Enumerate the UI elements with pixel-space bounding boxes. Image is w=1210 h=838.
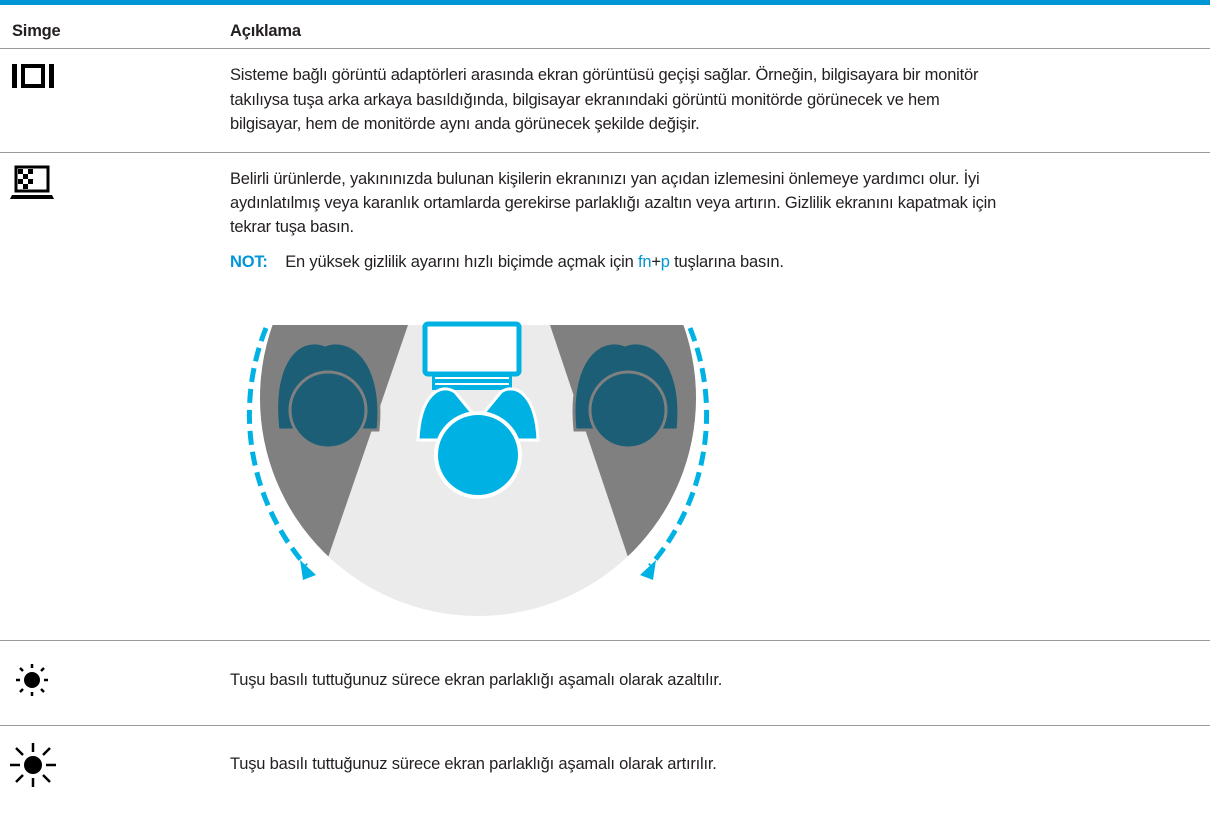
row-divider bbox=[0, 725, 1210, 726]
description-line: takılıysa tuşa arka arkaya basıldığında,… bbox=[230, 91, 940, 109]
note: NOT: En yüksek gizlilik ayarını hızlı bi… bbox=[230, 252, 784, 272]
row-divider bbox=[0, 152, 1210, 153]
description-line: Tuşu basılı tuttuğunuz sürece ekran parl… bbox=[230, 671, 723, 689]
brightness-down-icon bbox=[16, 664, 48, 696]
description-line: Sisteme bağlı görüntü adaptörleri arasın… bbox=[230, 66, 979, 84]
description-line: tekrar tuşa basın. bbox=[230, 218, 354, 236]
note-text: En yüksek gizlilik ayarını hızlı biçimde… bbox=[285, 253, 638, 271]
header-cell: Simge bbox=[12, 22, 61, 40]
note-text: + bbox=[651, 253, 661, 271]
key: fn bbox=[637, 253, 652, 271]
privacy-screen-icon bbox=[10, 165, 54, 199]
top-border bbox=[0, 0, 1210, 5]
note-text: tuşlarına basın. bbox=[669, 253, 784, 271]
brightness-up-icon bbox=[10, 743, 56, 787]
note-label: NOT: bbox=[230, 253, 268, 271]
description-line: aydınlatılmış veya karanlık ortamlarda g… bbox=[230, 194, 997, 212]
description-line: Belirli ürünlerde, yakınınızda bulunan k… bbox=[230, 170, 980, 188]
description-line: Tuşu basılı tuttuğunuz sürece ekran parl… bbox=[230, 755, 717, 773]
key: p bbox=[660, 253, 670, 271]
display-switch-icon bbox=[12, 64, 54, 88]
row-divider bbox=[0, 48, 1210, 49]
header-cell: Açıklama bbox=[230, 22, 301, 40]
privacy-illustration bbox=[246, 321, 710, 616]
row-divider bbox=[0, 640, 1210, 641]
description-line: bilgisayar, hem de monitörde aynı anda g… bbox=[230, 115, 700, 133]
